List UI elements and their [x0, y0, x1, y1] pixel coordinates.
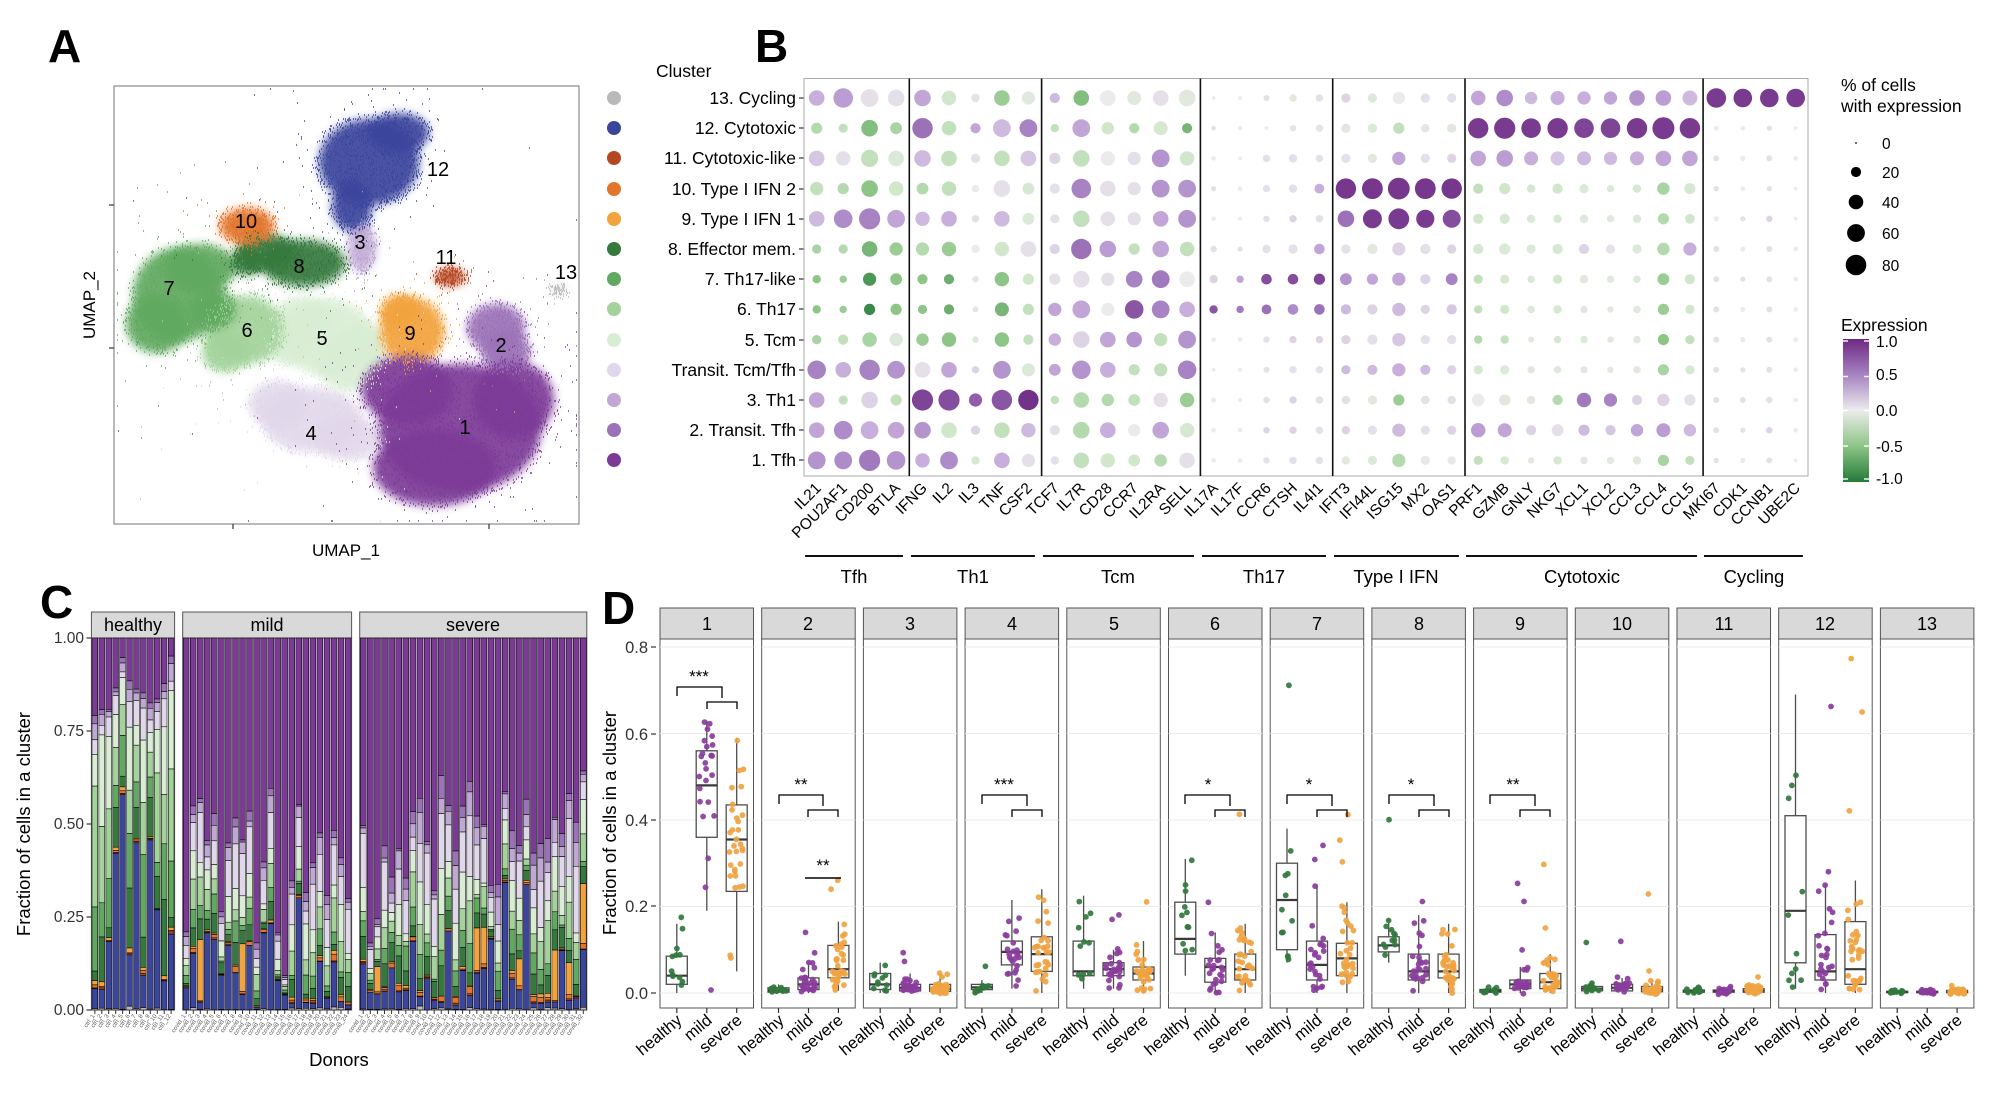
svg-text:80: 80	[1882, 258, 1900, 275]
svg-text:13: 13	[1917, 614, 1937, 634]
svg-text:2: 2	[803, 614, 813, 634]
svg-text:Th17: Th17	[1243, 566, 1285, 587]
svg-text:Cycling: Cycling	[1724, 566, 1785, 587]
svg-text:9: 9	[404, 323, 415, 345]
svg-text:3: 3	[905, 614, 915, 634]
svg-text:0.75: 0.75	[54, 723, 84, 740]
svg-text:0.00: 0.00	[54, 1002, 85, 1019]
svg-text:1.00: 1.00	[54, 630, 85, 647]
svg-text:**: **	[794, 775, 808, 794]
svg-text:5. Tcm: 5. Tcm	[745, 330, 796, 350]
svg-text:0.50: 0.50	[54, 816, 85, 833]
svg-text:4: 4	[305, 423, 316, 445]
svg-text:0.0: 0.0	[1876, 403, 1898, 420]
svg-text:0: 0	[1882, 136, 1891, 153]
svg-text:with expression: with expression	[1840, 96, 1962, 116]
svg-text:Expression: Expression	[1841, 315, 1928, 335]
svg-text:1: 1	[459, 417, 470, 439]
svg-text:3. Th1: 3. Th1	[747, 390, 796, 410]
svg-text:1. Tfh: 1. Tfh	[752, 450, 796, 470]
svg-text:2. Transit. Tfh: 2. Transit. Tfh	[689, 420, 796, 440]
svg-text:40: 40	[1882, 195, 1900, 212]
svg-text:*: *	[1408, 775, 1415, 794]
svg-text:Cluster: Cluster	[656, 61, 712, 81]
svg-text:UMAP_2: UMAP_2	[80, 271, 99, 339]
svg-text:7: 7	[1312, 614, 1322, 634]
svg-text:***: ***	[689, 667, 709, 686]
svg-text:0.4: 0.4	[625, 812, 648, 830]
svg-text:Tfh: Tfh	[841, 566, 868, 587]
svg-text:10: 10	[1612, 614, 1632, 634]
svg-text:0.8: 0.8	[625, 639, 648, 657]
svg-text:Fraction of cells in a cluster: Fraction of cells in a cluster	[599, 711, 620, 935]
svg-text:9. Type I IFN 1: 9. Type I IFN 1	[682, 209, 796, 229]
svg-text:8. Effector mem.: 8. Effector mem.	[668, 239, 796, 259]
svg-text:11: 11	[1715, 614, 1734, 634]
svg-text:10: 10	[235, 211, 257, 233]
svg-text:% of cells: % of cells	[1841, 75, 1916, 95]
svg-text:0.6: 0.6	[625, 726, 648, 744]
svg-text:D: D	[602, 582, 635, 634]
svg-text:Th1: Th1	[957, 566, 989, 587]
svg-text:***: ***	[994, 775, 1014, 794]
svg-text:Transit. Tcm/Tfh: Transit. Tcm/Tfh	[672, 360, 796, 380]
svg-text:6: 6	[241, 320, 252, 342]
svg-text:B: B	[755, 20, 788, 72]
svg-text:11: 11	[436, 247, 457, 269]
svg-text:20: 20	[1882, 165, 1900, 182]
svg-text:Donors: Donors	[309, 1049, 369, 1070]
svg-text:13. Cycling: 13. Cycling	[709, 88, 796, 108]
svg-text:8: 8	[293, 256, 304, 278]
svg-text:Fraction of cells in a cluster: Fraction of cells in a cluster	[13, 712, 34, 936]
svg-text:9: 9	[1515, 614, 1525, 634]
svg-text:0.2: 0.2	[625, 898, 648, 916]
svg-text:-0.5: -0.5	[1876, 439, 1903, 456]
svg-text:8: 8	[1414, 614, 1424, 634]
svg-text:mild: mild	[250, 615, 283, 635]
svg-text:12. Cytotoxic: 12. Cytotoxic	[695, 118, 796, 138]
svg-text:6: 6	[1210, 614, 1220, 634]
svg-text:7: 7	[163, 278, 174, 300]
svg-text:1.0: 1.0	[1876, 334, 1898, 351]
svg-text:Tcm: Tcm	[1101, 566, 1135, 587]
svg-text:13: 13	[555, 262, 577, 284]
svg-text:C: C	[40, 576, 73, 628]
svg-text:5: 5	[316, 328, 327, 350]
svg-text:Type I IFN: Type I IFN	[1353, 566, 1438, 587]
svg-text:**: **	[816, 856, 830, 875]
svg-text:healthy: healthy	[104, 615, 162, 635]
svg-text:1: 1	[702, 614, 712, 634]
svg-text:12: 12	[427, 159, 449, 181]
svg-text:7. Th17-like: 7. Th17-like	[705, 269, 796, 289]
svg-text:UMAP_1: UMAP_1	[312, 541, 380, 560]
svg-text:12: 12	[1815, 614, 1835, 634]
svg-text:10. Type I IFN 2: 10. Type I IFN 2	[672, 179, 796, 199]
svg-text:6. Th17: 6. Th17	[737, 299, 796, 319]
svg-text:0.5: 0.5	[1876, 367, 1898, 384]
svg-text:Cytotoxic: Cytotoxic	[1544, 566, 1620, 587]
svg-text:0.25: 0.25	[54, 909, 84, 926]
svg-text:11. Cytotoxic-like: 11. Cytotoxic-like	[664, 148, 796, 168]
svg-text:3: 3	[354, 232, 365, 254]
svg-text:severe: severe	[446, 615, 500, 635]
svg-text:A: A	[48, 20, 81, 72]
svg-text:**: **	[1506, 775, 1520, 794]
svg-text:*: *	[1205, 775, 1212, 794]
svg-text:2: 2	[495, 335, 506, 357]
svg-text:*: *	[1306, 775, 1313, 794]
svg-text:4: 4	[1007, 614, 1017, 634]
svg-text:-1.0: -1.0	[1876, 471, 1903, 488]
svg-text:60: 60	[1882, 226, 1900, 243]
svg-text:0.0: 0.0	[625, 985, 648, 1003]
svg-text:5: 5	[1109, 614, 1119, 634]
